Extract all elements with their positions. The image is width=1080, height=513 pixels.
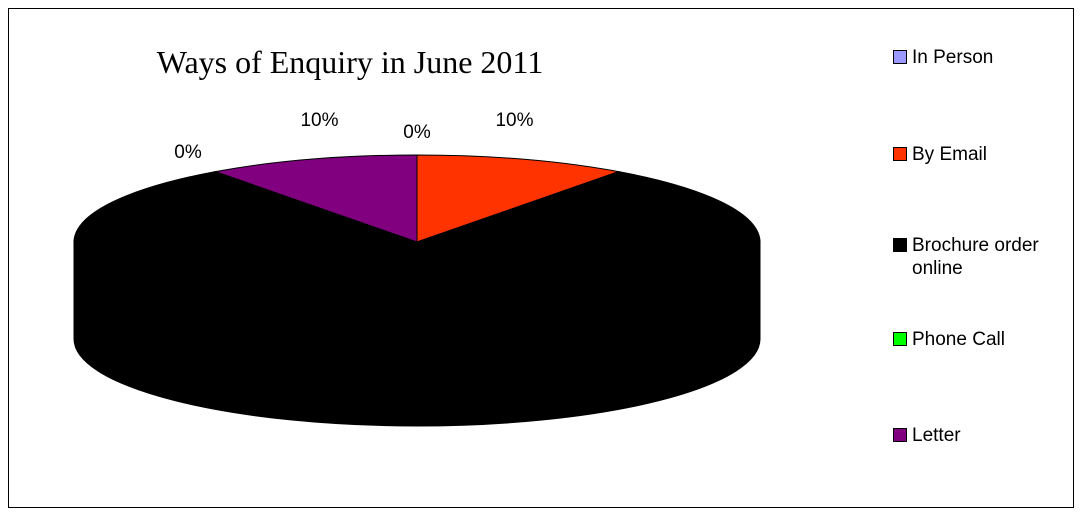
legend-swatch <box>893 238 907 252</box>
legend-item-by-email: By Email <box>893 143 1047 166</box>
legend-swatch <box>893 147 907 161</box>
legend-swatch <box>893 50 907 64</box>
legend-label: Letter <box>912 425 961 446</box>
legend-swatch <box>893 428 907 442</box>
legend-label: Phone Call <box>912 329 1005 350</box>
pct-label-phone-call: 0% <box>174 142 202 163</box>
pct-label-by-email: 10% <box>495 110 534 132</box>
legend-item-brochure-order-online: Brochure order online <box>893 234 1047 280</box>
pie-slice-letter <box>213 154 418 243</box>
chart-title: Ways of Enquiry in June 2011 <box>156 44 544 80</box>
pie-slice-brochure-order-online <box>73 171 761 330</box>
legend-label: Brochure order online <box>912 235 1039 279</box>
legend-item-in-person: In Person <box>893 46 1047 69</box>
pct-label-brochure-order-online: 80% <box>397 373 437 394</box>
legend-label: In Person <box>912 47 994 68</box>
legend-item-phone-call: Phone Call <box>893 328 1047 351</box>
pct-label-in-person: 0% <box>403 122 431 143</box>
pie-slice-by-email <box>416 154 621 243</box>
legend-label: By Email <box>912 144 987 165</box>
legend-item-letter: Letter <box>893 424 1047 447</box>
legend-swatch <box>893 332 907 346</box>
pct-label-letter: 10% <box>300 110 339 132</box>
